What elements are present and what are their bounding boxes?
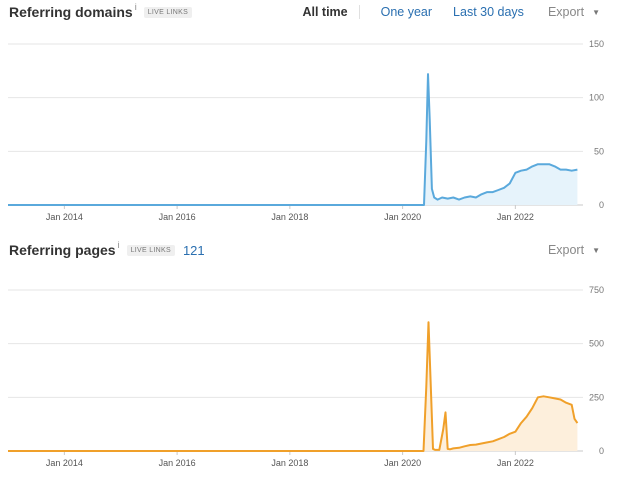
y-tick-label: 0	[599, 200, 604, 210]
series-line	[8, 73, 578, 206]
referring-pages-header: Referring pages i LIVE LINKS 121	[9, 238, 205, 262]
referring-domains-chart: 0 50 100 150 Jan 2014 Jan 2016 Jan 2018 Jan 202…	[8, 39, 604, 222]
y-tick-label: 750	[589, 285, 604, 295]
y-tick-label: 250	[589, 392, 604, 402]
y-tick-label: 50	[594, 146, 604, 156]
export-button[interactable]: Export ▼	[548, 243, 600, 257]
range-one-year-button[interactable]: One year	[380, 5, 433, 19]
range-all-time-button[interactable]: All time	[302, 5, 348, 19]
series-line	[8, 321, 579, 452]
x-tick-label: Jan 2016	[159, 458, 196, 468]
x-tick-label: Jan 2018	[271, 212, 308, 222]
y-tick-label: 150	[589, 39, 604, 49]
range-divider	[358, 5, 360, 19]
x-tick-label: Jan 2022	[497, 212, 534, 222]
time-range-controls: All time One year Last 30 days Export ▼	[302, 0, 600, 24]
referring-domains-header: Referring domains i LIVE LINKS	[9, 0, 193, 24]
referring-pages-chart: 0 250 500 750 Jan 2014 Jan 2016 Jan 2018 Jan 20…	[8, 285, 604, 468]
x-tick-label: Jan 2022	[497, 458, 534, 468]
referring-domains-panel: Referring domains i LIVE LINKS All time …	[0, 0, 621, 232]
referring-pages-panel: Referring pages i LIVE LINKS 121 Export …	[0, 238, 621, 479]
referring-domains-title: Referring domains	[9, 4, 133, 20]
x-tick-label: Jan 2018	[271, 458, 308, 468]
x-tick-label: Jan 2016	[159, 212, 196, 222]
live-links-badge: LIVE LINKS	[143, 6, 193, 18]
y-tick-label: 500	[589, 339, 604, 349]
caret-down-icon: ▼	[592, 7, 600, 17]
range-last-30-days-button[interactable]: Last 30 days	[453, 5, 524, 19]
x-tick-label: Jan 2020	[384, 212, 421, 222]
series-area	[8, 74, 578, 205]
referring-pages-title: Referring pages	[9, 242, 116, 258]
info-icon[interactable]: i	[117, 240, 120, 250]
y-tick-label: 0	[599, 446, 604, 456]
x-tick-label: Jan 2020	[384, 458, 421, 468]
referring-pages-count[interactable]: 121	[182, 242, 205, 258]
y-tick-label: 100	[589, 93, 604, 103]
x-tick-label: Jan 2014	[46, 212, 83, 222]
export-button[interactable]: Export ▼	[548, 5, 600, 19]
export-controls: Export ▼	[524, 238, 600, 262]
export-label: Export	[547, 5, 585, 19]
export-label: Export	[547, 243, 585, 257]
live-links-badge: LIVE LINKS	[126, 244, 175, 256]
x-tick-label: Jan 2014	[46, 458, 83, 468]
caret-down-icon: ▼	[592, 245, 600, 255]
info-icon[interactable]: i	[134, 2, 137, 12]
series-area	[8, 322, 578, 451]
